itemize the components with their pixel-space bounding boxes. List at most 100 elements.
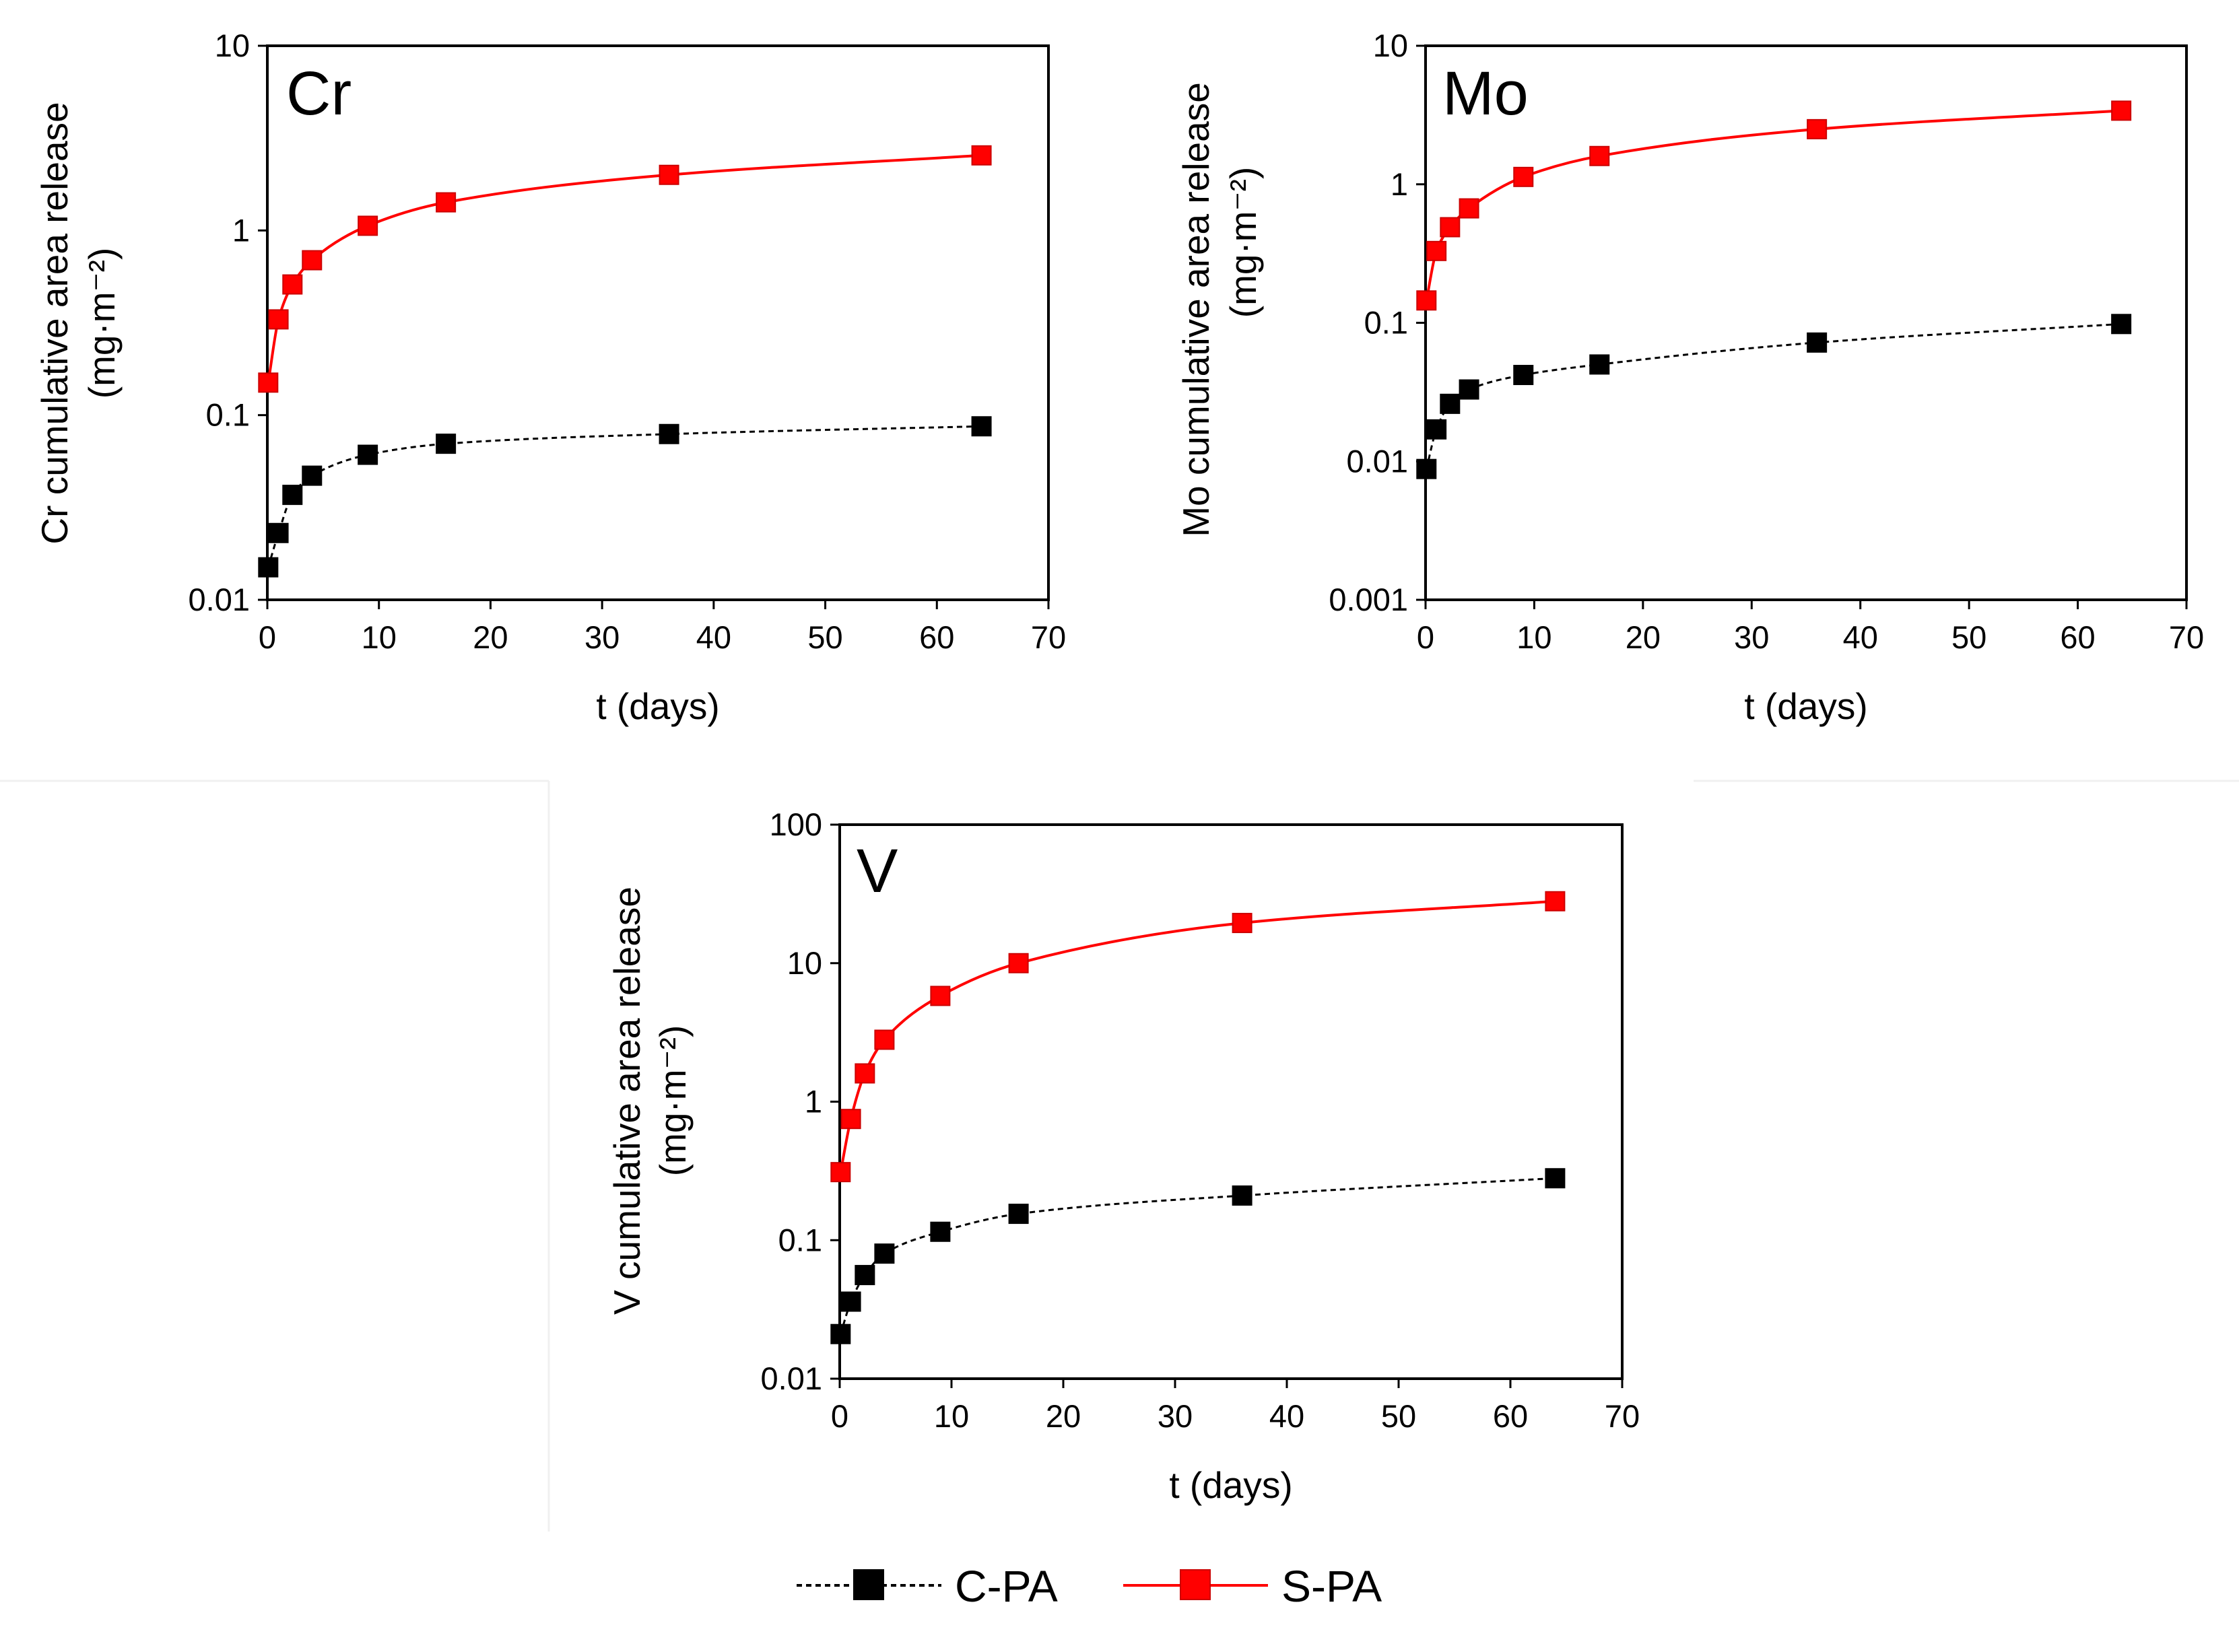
y-tick-label: 10 (215, 28, 250, 63)
data-point-c-pa (1459, 379, 1479, 400)
series-lines (1425, 109, 2122, 470)
x-tick-label: 60 (2060, 619, 2095, 655)
panel-label: V (857, 837, 898, 905)
plot-frame (838, 823, 1624, 1380)
x-tick-label: 60 (919, 619, 954, 655)
legend-marker-c-pa (853, 1569, 884, 1600)
data-point-c-pa (659, 423, 679, 444)
data-point-c-pa (1426, 419, 1447, 440)
legend-entry-c-pa: C-PA (797, 1561, 1058, 1611)
panel-label: Mo (1442, 59, 1529, 128)
data-point-c-pa (358, 444, 378, 465)
x-tick-label: 10 (362, 619, 397, 655)
data-point-s-pa (1440, 217, 1461, 238)
series-line-c-pa (839, 1177, 1556, 1335)
y-axis-unit: (mg·m⁻²) (1222, 167, 1264, 318)
series-line-s-pa (839, 899, 1556, 1173)
data-point-s-pa (2111, 100, 2132, 121)
panel-label: Cr (286, 59, 352, 128)
data-point-c-pa (282, 485, 303, 506)
data-point-c-pa (2111, 314, 2132, 335)
data-point-s-pa (268, 309, 289, 330)
data-point-c-pa (1589, 354, 1610, 375)
legend-marker-s-pa (1180, 1569, 1211, 1600)
series-line-s-pa (1425, 109, 2122, 301)
tick-group: 0 10 20 30 40 50 60 70 0.01 0.1 1 10 100 (761, 806, 1640, 1434)
data-point-s-pa (436, 192, 457, 213)
data-point-c-pa (971, 416, 992, 437)
data-point-c-pa (1513, 365, 1534, 386)
y-tick-label: 0.01 (761, 1361, 822, 1396)
data-point-s-pa (971, 145, 992, 166)
y-tick-label: 0.1 (778, 1222, 822, 1258)
x-tick-label: 70 (1031, 619, 1066, 655)
series-markers (1416, 100, 2132, 479)
data-point-c-pa (268, 522, 289, 543)
plot-frame (266, 44, 1050, 601)
x-tick-label: 70 (1605, 1398, 1640, 1434)
series-markers (258, 145, 992, 578)
data-point-c-pa (258, 557, 279, 578)
data-point-s-pa (1459, 198, 1479, 219)
y-tick-label: 1 (1391, 166, 1408, 202)
data-point-c-pa (830, 1323, 851, 1344)
y-axis-title: Cr cumulative area release (34, 102, 75, 544)
data-point-s-pa (855, 1063, 875, 1084)
x-tick-label: 50 (807, 619, 842, 655)
data-point-s-pa (302, 250, 323, 271)
x-tick-label: 20 (1046, 1398, 1081, 1434)
series-line-c-pa (1425, 322, 2122, 470)
chart-panel-mo: 0 10 20 30 40 50 60 70 0.001 0.01 0.1 1 10 Mo t (day… (1175, 28, 2204, 727)
x-axis-title: t (days) (596, 685, 719, 727)
chart-panel-cr: 0 10 20 30 40 50 60 70 0.01 0.1 1 10 Cr t (days) Cr… (34, 28, 1066, 727)
data-point-s-pa (1589, 145, 1610, 166)
legend: C-PA S-PA (797, 1561, 1382, 1611)
x-tick-label: 40 (1269, 1398, 1304, 1434)
y-axis-unit: (mg·m⁻²) (81, 248, 123, 399)
y-tick-label: 10 (1373, 28, 1408, 63)
data-point-c-pa (1545, 1168, 1566, 1189)
series-markers (830, 891, 1566, 1344)
data-point-s-pa (258, 372, 279, 393)
data-point-s-pa (659, 164, 679, 185)
x-tick-label: 10 (1516, 619, 1551, 655)
x-tick-label: 40 (696, 619, 731, 655)
y-axis-title: V cumulative area release (606, 887, 648, 1315)
y-tick-label: 0.01 (189, 582, 250, 617)
x-tick-label: 30 (1734, 619, 1769, 655)
tick-group: 0 10 20 30 40 50 60 70 0.001 0.01 0.1 1 10 (1329, 28, 2204, 655)
legend-label-s-pa: S-PA (1281, 1561, 1382, 1611)
data-point-s-pa (874, 1029, 895, 1050)
data-point-c-pa (1807, 332, 1828, 353)
x-axis-title: t (days) (1169, 1464, 1292, 1506)
x-tick-label: 20 (1626, 619, 1661, 655)
data-point-s-pa (1008, 953, 1029, 973)
data-point-c-pa (1416, 458, 1437, 479)
x-tick-label: 0 (259, 619, 276, 655)
data-point-s-pa (1513, 166, 1534, 187)
data-point-c-pa (930, 1221, 951, 1242)
data-point-s-pa (1232, 913, 1252, 934)
data-point-s-pa (1545, 891, 1566, 911)
data-point-s-pa (840, 1109, 861, 1130)
series-lines (839, 899, 1556, 1335)
y-tick-label: 0.1 (206, 397, 250, 433)
x-tick-label: 40 (1843, 619, 1878, 655)
legend-entry-s-pa: S-PA (1123, 1561, 1382, 1611)
data-point-c-pa (840, 1291, 861, 1312)
data-point-c-pa (1008, 1204, 1029, 1225)
y-tick-label: 0.001 (1329, 582, 1408, 617)
data-point-c-pa (1232, 1185, 1252, 1206)
y-tick-label: 1 (805, 1084, 822, 1120)
data-point-s-pa (1426, 240, 1447, 261)
x-tick-label: 20 (473, 619, 508, 655)
x-tick-label: 0 (831, 1398, 848, 1434)
data-point-s-pa (930, 986, 951, 1006)
x-tick-label: 0 (1417, 619, 1434, 655)
data-point-c-pa (436, 434, 457, 454)
data-point-s-pa (358, 215, 378, 236)
data-point-c-pa (1440, 393, 1461, 414)
